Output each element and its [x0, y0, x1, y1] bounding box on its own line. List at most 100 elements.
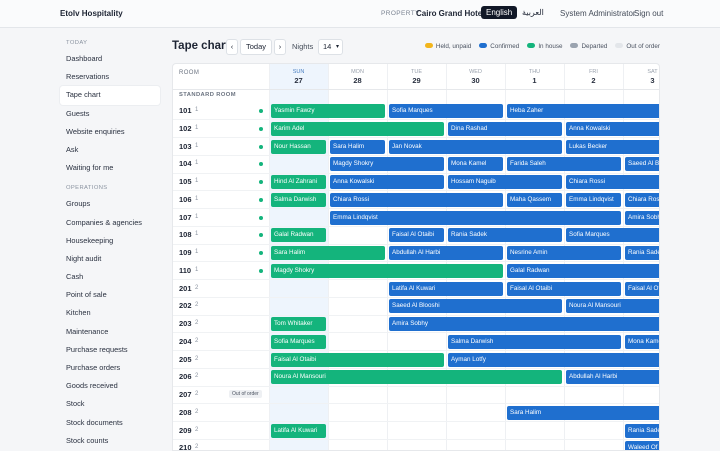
booking-bar[interactable]: Faisal Al Otaibi: [625, 281, 659, 296]
prev-button[interactable]: ‹: [226, 39, 238, 55]
language-option[interactable]: English: [481, 6, 518, 19]
booking-bar[interactable]: Faisal Al Otaibi: [271, 352, 444, 367]
booking-bar[interactable]: Salma Darwish: [448, 334, 621, 349]
booking-bar[interactable]: Sara Halim: [507, 405, 659, 420]
nav-item[interactable]: Website enquiries: [66, 126, 125, 136]
booking-bar[interactable]: Saeed Al Blooshi: [389, 299, 562, 314]
guest-name: Abdullah Al Harbi: [569, 373, 618, 381]
booking-bar[interactable]: Tom Whitaker: [271, 317, 326, 331]
property-name[interactable]: Cairo Grand Hotel: [416, 9, 485, 18]
nav-item[interactable]: Reservations: [66, 72, 110, 82]
clean-indicator: [259, 126, 263, 131]
user-name[interactable]: System Administrator: [560, 9, 636, 18]
clean-indicator: [259, 197, 263, 202]
nav-item[interactable]: Tape chart: [60, 86, 160, 105]
booking-bar[interactable]: Noura Al Mansouri: [566, 299, 659, 314]
booking-bar[interactable]: Amira Sobhy: [625, 210, 659, 225]
nav-item[interactable]: Goods received: [66, 381, 118, 391]
guest-name: Magdy Shokry: [274, 266, 315, 274]
nav-item[interactable]: Purchase requests: [66, 344, 128, 354]
booking-bar[interactable]: Galal Radwan: [507, 263, 659, 278]
nav-item[interactable]: Waiting for me: [66, 163, 114, 173]
booking-bar[interactable]: Hind Al Zahrani: [271, 175, 326, 189]
booking-bar[interactable]: Latifa Al Kuwari: [389, 281, 503, 296]
nav-item[interactable]: Maintenance: [66, 326, 109, 336]
booking-bar[interactable]: Lukas Becker: [566, 139, 659, 154]
nav-item[interactable]: Dashboard: [66, 54, 103, 63]
booking-bar[interactable]: Rania Sadek: [625, 246, 659, 260]
booking-bar[interactable]: Abdullah Al Harbi: [566, 370, 659, 385]
booking-bar[interactable]: Yasmin Fawzy: [271, 104, 385, 118]
booking-bar[interactable]: Saeed Al Blooshi: [625, 157, 659, 172]
legend-item: Held, unpaid: [424, 43, 471, 50]
nav-item[interactable]: Point of sale: [66, 290, 107, 300]
booking-bar[interactable]: Ayman Lotfy: [448, 352, 659, 367]
booking-bar[interactable]: Anna Kowalski: [330, 175, 444, 189]
nights-select[interactable]: 14 ▾: [318, 39, 343, 55]
guest-name: Nour Hassan: [274, 142, 311, 150]
booking-bar[interactable]: Sara Halim: [330, 139, 385, 154]
booking-bar[interactable]: Chiara Rossi: [625, 192, 659, 207]
booking-bar[interactable]: Salma Darwish: [271, 192, 326, 207]
nav-item[interactable]: Guests: [66, 108, 90, 118]
booking-bar[interactable]: Latifa Al Kuwari: [271, 423, 326, 438]
next-button[interactable]: ›: [274, 39, 286, 55]
booking-bar[interactable]: Mona Kamel: [625, 334, 659, 349]
room-number: 104: [179, 159, 192, 169]
language-option[interactable]: العربية: [522, 8, 544, 17]
booking-bar[interactable]: Maha Qassem: [507, 192, 562, 207]
booking-bar[interactable]: Karim Adel: [271, 121, 444, 136]
nav-item[interactable]: Kitchen: [66, 308, 91, 318]
sign-out[interactable]: Sign out: [634, 9, 664, 18]
booking-bar[interactable]: Amira Sobhy: [389, 317, 659, 331]
booking-bar[interactable]: Nour Hassan: [271, 139, 326, 154]
booking-bar[interactable]: Rania Sadek: [448, 228, 562, 243]
booking-bar[interactable]: Hossam Naguib: [448, 175, 562, 189]
booking-bar[interactable]: Nesrine Amin: [507, 246, 621, 260]
booking-bar[interactable]: Farida Saleh: [507, 157, 621, 172]
guest-name: Karim Adel: [274, 124, 305, 132]
booking-bar[interactable]: Faisal Al Otaibi: [389, 228, 444, 243]
booking-bar[interactable]: Dina Rashad: [448, 121, 562, 136]
booking-bar[interactable]: Abdullah Al Harbi: [389, 246, 503, 260]
nav-item[interactable]: Purchase orders: [66, 363, 121, 372]
day-name: FRI: [589, 69, 598, 75]
booking-bar[interactable]: Noura Al Mansouri: [271, 370, 562, 385]
booking-bar[interactable]: Waleed Of: [625, 441, 659, 450]
booking-bar[interactable]: Anna Kowalski: [566, 121, 659, 136]
booking-bar[interactable]: Galal Radwan: [271, 228, 326, 243]
nav-item[interactable]: Cash: [66, 272, 84, 282]
guest-name: Sara Halim: [510, 408, 542, 416]
booking-bar[interactable]: Sofia Marques: [389, 104, 503, 118]
nav-item[interactable]: Night audit: [66, 253, 102, 263]
row-border: [173, 119, 659, 121]
day-date: 3: [650, 76, 655, 85]
guest-name: Rania Sadek: [628, 249, 659, 256]
booking-bar[interactable]: Rania Sadek: [625, 423, 659, 438]
day-date: 1: [532, 76, 537, 85]
nav-item[interactable]: Housekeeping: [66, 235, 114, 245]
guest-name: Salma Darwish: [451, 337, 494, 345]
today-button[interactable]: Today: [240, 39, 272, 55]
nav-item[interactable]: Groups: [66, 199, 91, 209]
nav-item[interactable]: Stock: [66, 399, 85, 409]
booking-bar[interactable]: Heba Zaher: [507, 104, 659, 118]
booking-bar[interactable]: Sofia Marques: [566, 228, 659, 243]
booking-bar[interactable]: Chiara Rossi: [566, 175, 659, 189]
booking-bar[interactable]: Chiara Rossi: [330, 192, 503, 207]
nav-item[interactable]: Ask: [66, 144, 79, 154]
booking-bar[interactable]: Jan Novak: [389, 139, 562, 154]
booking-bar[interactable]: Sara Halim: [271, 246, 385, 260]
booking-bar[interactable]: Magdy Shokry: [271, 263, 503, 278]
booking-bar[interactable]: Emma Lindqvist: [566, 192, 621, 207]
nav-item[interactable]: Stock counts: [66, 435, 109, 445]
booking-bar[interactable]: Mona Kamel: [448, 157, 503, 172]
booking-bar[interactable]: Magdy Shokry: [330, 157, 444, 172]
nav-item[interactable]: Companies & agencies: [66, 217, 143, 227]
booking-bar[interactable]: Sofia Marques: [271, 334, 326, 349]
booking-bar[interactable]: Emma Lindqvist: [330, 210, 621, 225]
nights-value: 14: [323, 42, 332, 51]
booking-bar[interactable]: Faisal Al Otaibi: [507, 281, 621, 296]
nav-item[interactable]: Stock documents: [66, 417, 123, 427]
clean-indicator: [259, 180, 263, 184]
